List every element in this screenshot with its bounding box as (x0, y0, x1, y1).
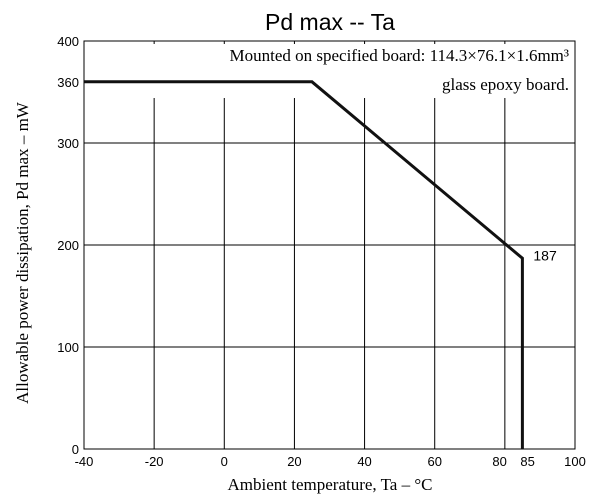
x-tick-label: 100 (564, 454, 586, 469)
series-line (84, 80, 524, 449)
x-tick-label: 20 (287, 454, 301, 469)
data-label: 187 (533, 247, 557, 263)
note-line-1: Mounted on specified board: 114.3×76.1×1… (229, 46, 569, 65)
note-line-2: glass epoxy board. (442, 75, 569, 94)
x-tick-label: 80 (492, 454, 506, 469)
x-tick-label: 85 (520, 454, 534, 469)
y-tick-label: 200 (57, 238, 79, 253)
x-tick-label: 40 (357, 454, 371, 469)
y-tick-label: 400 (57, 34, 79, 49)
x-axis-label: Ambient temperature, Ta – °C (228, 475, 433, 494)
chart-title: Pd max -- Ta (265, 9, 395, 35)
y-tick-label: 300 (57, 136, 79, 151)
plot-frame (83, 40, 576, 450)
series-layer (84, 80, 524, 449)
annotation-layer: 187 (533, 247, 557, 263)
y-tick-label: 0 (72, 442, 79, 457)
x-axis-ticks: -40 -20 0 20 40 60 80 85 100 (75, 454, 586, 469)
note-background (140, 44, 574, 98)
x-tick-label: 60 (427, 454, 441, 469)
y-tick-label: 360 (57, 75, 79, 90)
x-tick-label: -40 (75, 454, 94, 469)
y-axis-ticks: 0 100 200 300 360 400 (57, 34, 79, 457)
chart-grid (83, 40, 576, 450)
x-tick-label: 0 (221, 454, 228, 469)
y-axis-label: Allowable power dissipation, Pd max – mW (13, 101, 32, 404)
x-tick-label: -20 (145, 454, 164, 469)
y-tick-label: 100 (57, 340, 79, 355)
